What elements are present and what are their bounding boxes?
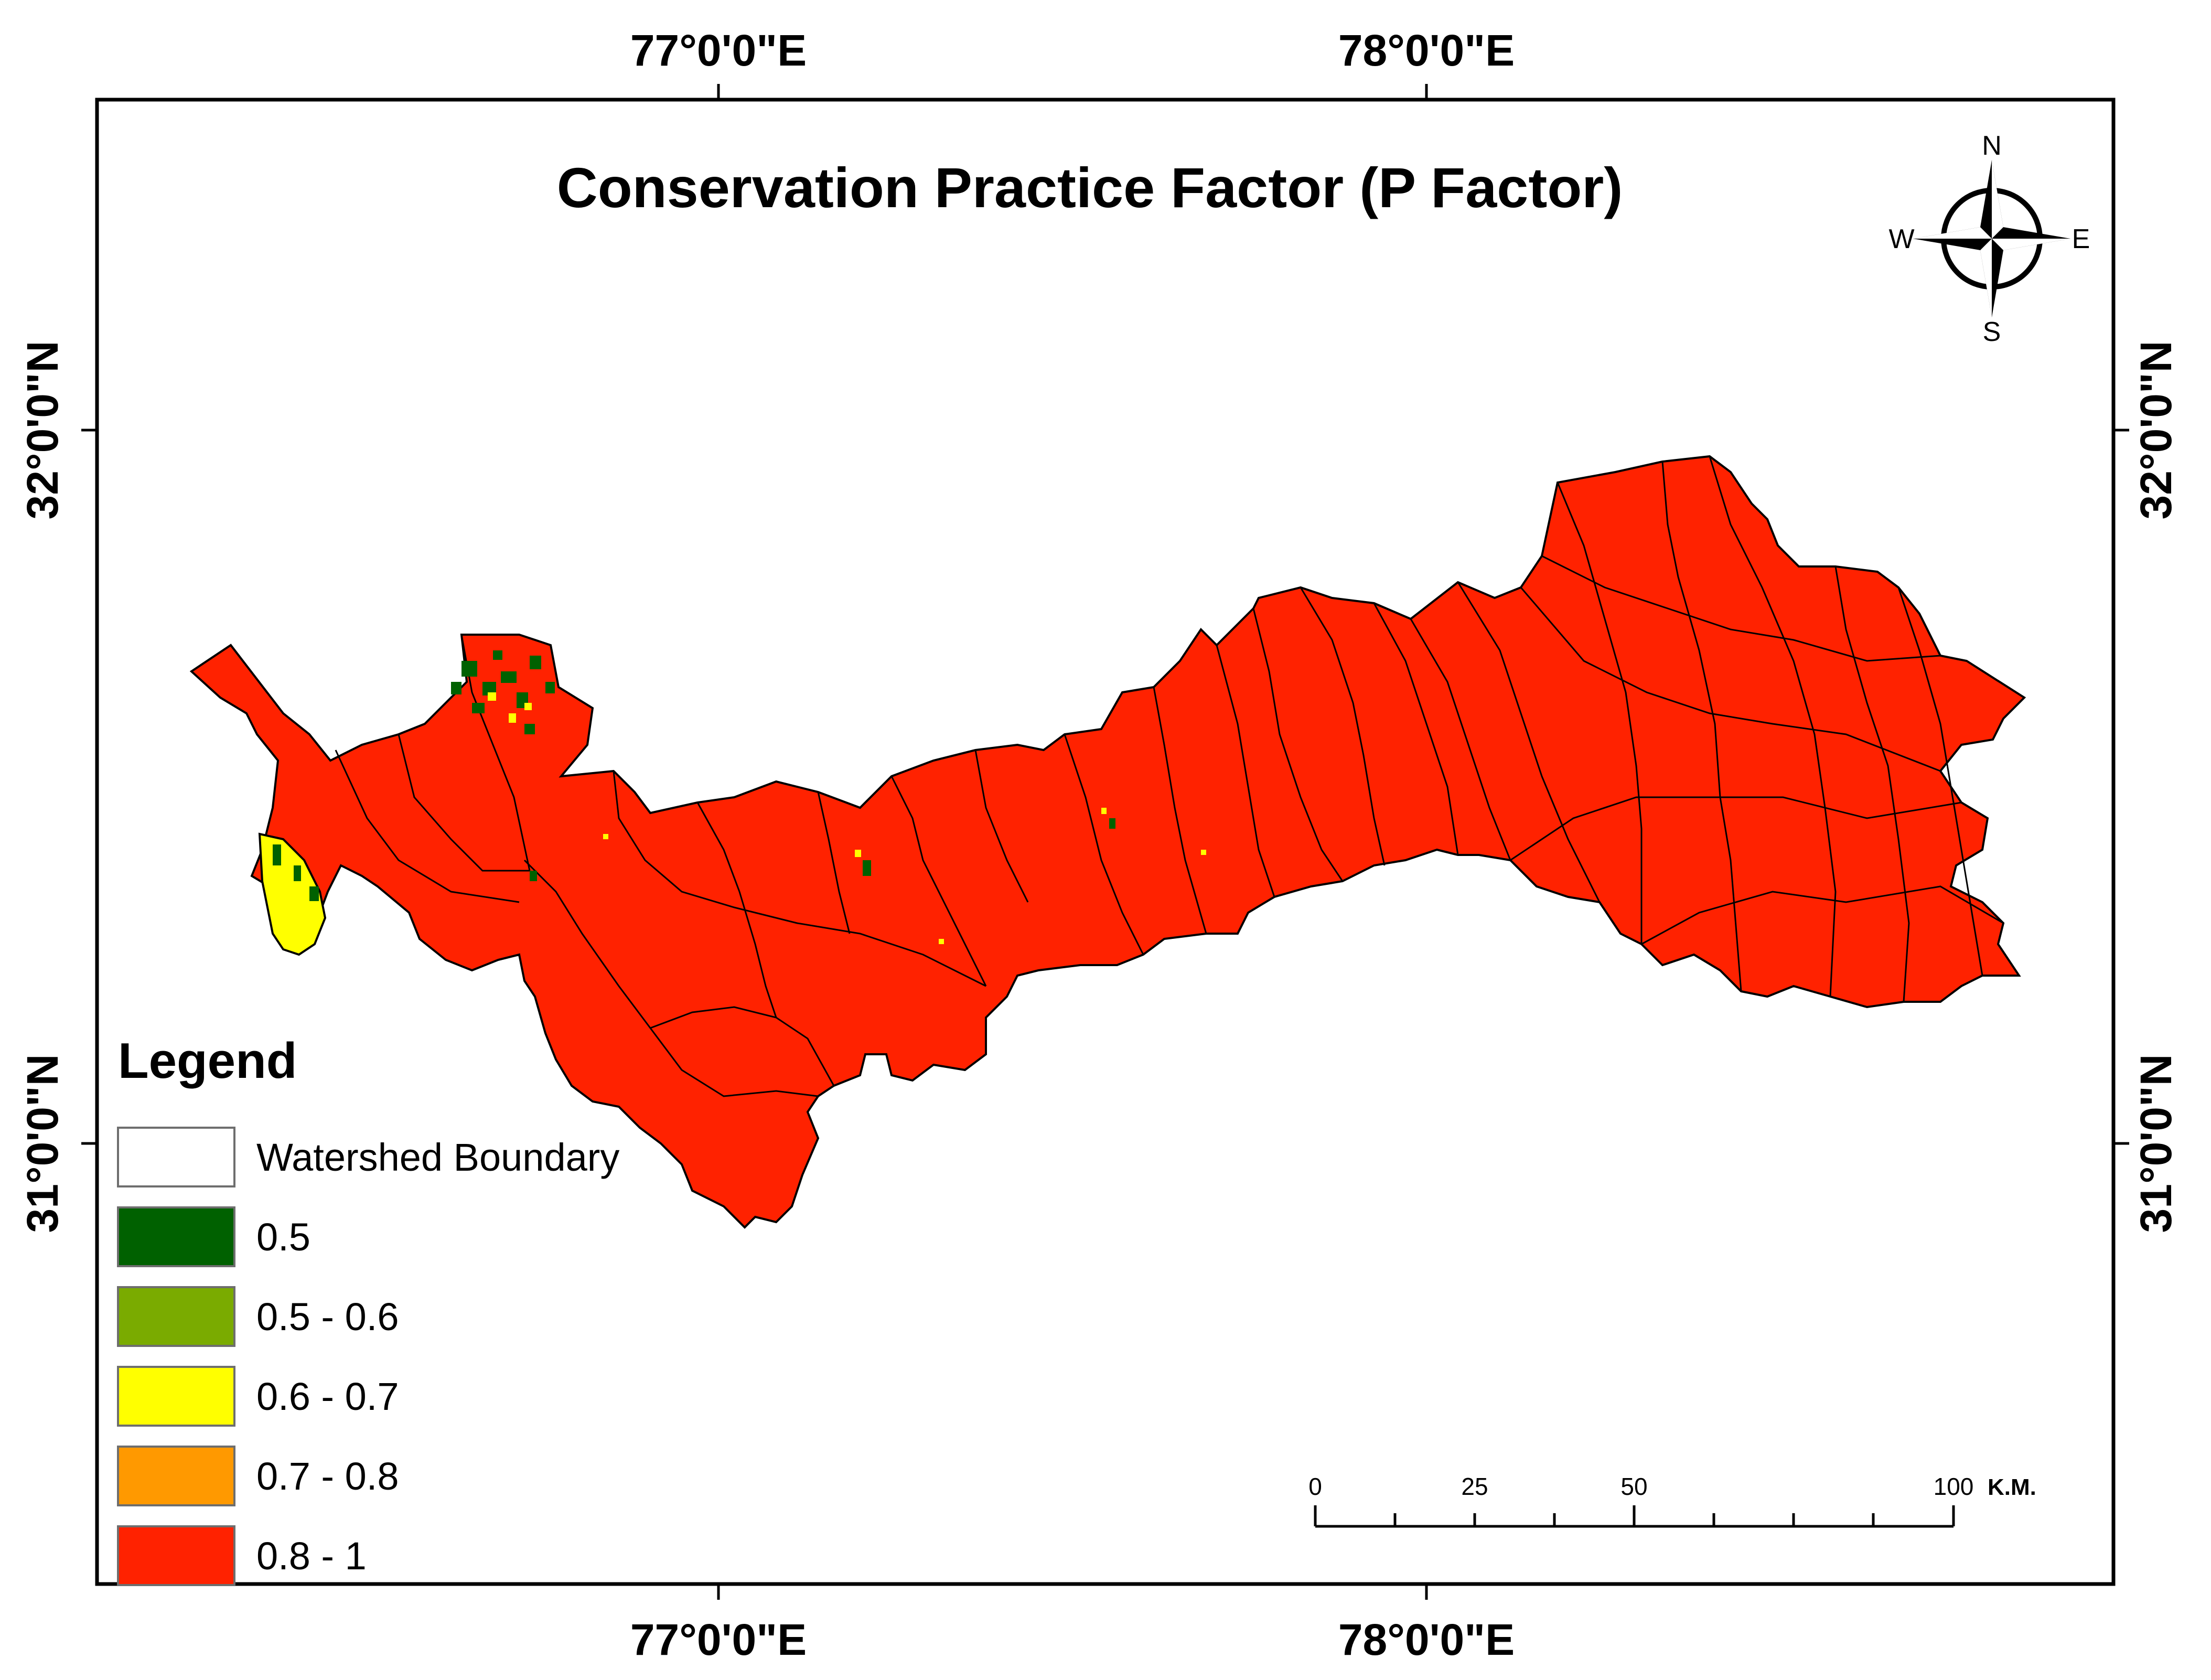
p-factor-0.8-1-region — [189, 455, 2026, 1229]
legend-swatch-0 — [117, 1127, 235, 1187]
map-title: Conservation Practice Factor (P Factor) — [557, 156, 1623, 219]
lon-label-bottom-77: 77°0'0"E — [630, 1615, 807, 1664]
legend-title: Legend — [118, 1033, 297, 1089]
lat-label-left-32: 32°0'0"N — [18, 341, 67, 520]
north-arrow: N S E W — [1888, 131, 2090, 347]
lat-label-right-32: 32°0'0"N — [2131, 341, 2181, 520]
compass-star-icon — [1913, 160, 2070, 317]
legend-label-1: 0.5 — [256, 1215, 310, 1259]
lon-label-top-77: 77°0'0"E — [630, 26, 807, 75]
legend-label-5: 0.8 - 1 — [256, 1534, 367, 1578]
legend-label-0: Watershed Boundary — [256, 1136, 619, 1179]
legend-swatch-2 — [117, 1286, 235, 1347]
p-factor-0.6-0.7-cells — [488, 692, 1206, 944]
scale-label-25: 25 — [1461, 1473, 1488, 1500]
lat-label-right-31: 31°0'0"N — [2131, 1054, 2181, 1233]
south-label: S — [1983, 317, 2001, 347]
lon-label-top-78: 78°0'0"E — [1338, 26, 1515, 75]
lon-label-bottom-78: 78°0'0"E — [1338, 1615, 1515, 1664]
scale-label-0: 0 — [1308, 1473, 1322, 1500]
west-label: W — [1888, 224, 1914, 254]
scale-label-50: 50 — [1620, 1473, 1647, 1500]
legend-label-2: 0.5 - 0.6 — [256, 1295, 399, 1339]
legend-swatch-1 — [117, 1206, 235, 1267]
lat-label-left-31: 31°0'0"N — [18, 1054, 67, 1233]
east-label: E — [2072, 224, 2090, 254]
legend: Legend Watershed Boundary 0.5 0.5 - 0.6 0.6… — [117, 1033, 619, 1586]
legend-swatch-5 — [117, 1525, 235, 1586]
watershed-area — [189, 455, 2026, 1229]
scale-unit-label: K.M. — [1988, 1474, 2036, 1500]
north-label: N — [1982, 131, 2002, 161]
graticule-ticks — [81, 84, 2129, 1600]
legend-label-3: 0.6 - 0.7 — [256, 1375, 399, 1418]
scale-bar — [1314, 1505, 1955, 1528]
legend-label-4: 0.7 - 0.8 — [256, 1454, 399, 1498]
sub-watershed-boundaries — [335, 456, 2004, 1097]
legend-swatch-3 — [117, 1366, 235, 1427]
legend-swatch-4 — [117, 1446, 235, 1506]
scale-label-100: 100 — [1934, 1473, 1974, 1500]
